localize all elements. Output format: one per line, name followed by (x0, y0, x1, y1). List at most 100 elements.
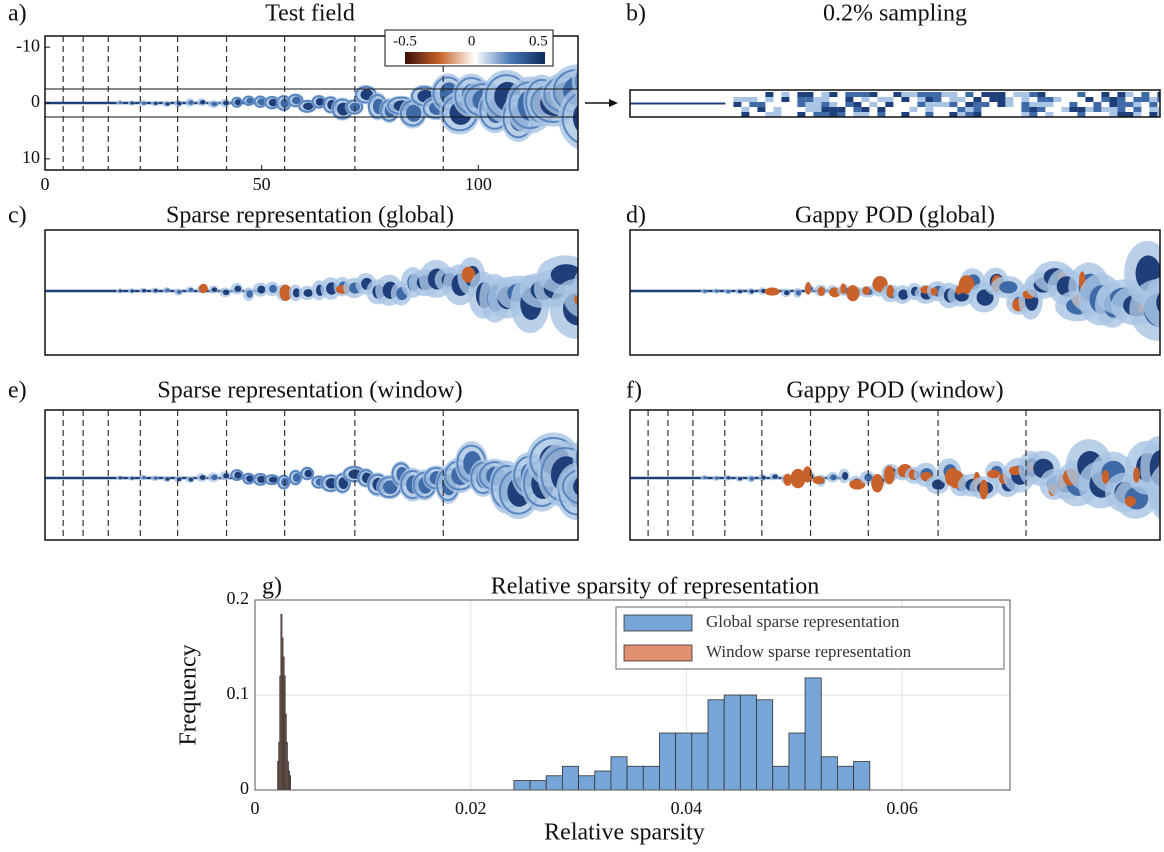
sample-cell (813, 112, 822, 117)
colorbar (405, 52, 545, 64)
sample-cell (901, 112, 910, 117)
vortex (165, 288, 170, 292)
sample-cell (973, 112, 982, 117)
vortex (738, 477, 743, 481)
sample-cell (1157, 112, 1160, 117)
sample-cell (1005, 102, 1014, 107)
panel-label: f) (626, 378, 642, 404)
sample-cell (917, 92, 926, 97)
sample-cell (1125, 92, 1134, 97)
sample-cell (845, 102, 854, 107)
sample-cell (1021, 97, 1030, 102)
sample-cell (741, 107, 750, 112)
sample-cell (813, 102, 822, 107)
histogram-bar (675, 732, 693, 791)
vortex (118, 476, 123, 480)
y-tick-label: 0.2 (227, 588, 250, 608)
y-tick-label: 0 (31, 91, 40, 111)
sample-cell (773, 107, 782, 112)
vortex (269, 284, 277, 293)
vortex (573, 477, 578, 496)
sample-cell (949, 97, 958, 102)
sample-cell (1037, 97, 1046, 102)
sample-cell (821, 102, 830, 107)
sample-cell (1101, 107, 1110, 112)
sample-cell (1021, 102, 1030, 107)
negative-patch (802, 466, 813, 483)
sample-cell (893, 92, 902, 97)
histogram-bar (610, 756, 628, 791)
histogram-bar (513, 780, 531, 791)
field (45, 63, 578, 150)
panel-frame (44, 409, 579, 541)
panel-frame (44, 229, 579, 356)
sample-cell (1157, 97, 1160, 102)
histogram-bar (756, 699, 774, 791)
sample-cell (1117, 92, 1126, 97)
sample-cell (925, 102, 934, 107)
sample-cell (821, 92, 830, 97)
legend-label: Global sparse representation (706, 612, 900, 631)
sample-cell (749, 97, 758, 102)
panel-title: Sparse representation (window) (157, 378, 462, 404)
sample-cell (797, 92, 806, 97)
sample-cell (1125, 102, 1134, 107)
vortex (188, 477, 194, 482)
panel-frame (629, 229, 1161, 356)
sample-cell (997, 92, 1006, 97)
sample-cell (885, 102, 894, 107)
vortex (257, 285, 266, 294)
vortex (864, 473, 873, 482)
sample-cell (813, 107, 822, 112)
sample-cell (821, 112, 830, 117)
panel-title: Gappy POD (window) (786, 378, 1003, 404)
sample-cell (957, 107, 966, 112)
sample-cell (1045, 112, 1054, 117)
sample-cell (949, 112, 958, 117)
sample-cell (877, 112, 886, 117)
negative-patch (883, 465, 895, 485)
sample-cell (1037, 92, 1046, 97)
sample-cell (1077, 112, 1086, 117)
field (45, 432, 578, 521)
negative-patch (886, 285, 894, 298)
vortex (222, 289, 230, 296)
vortex (292, 473, 301, 483)
panel-frame (629, 89, 1161, 118)
sample-cell (853, 102, 862, 107)
sample-cell (1029, 107, 1038, 112)
sample-cell (853, 112, 862, 117)
sample-cell (877, 107, 886, 112)
vortex (714, 476, 719, 480)
vortex (292, 96, 301, 105)
negative-patch (764, 287, 780, 296)
sample-cell (757, 107, 766, 112)
vortex (153, 101, 159, 105)
histogram-bar (545, 775, 563, 791)
sample-cell (885, 97, 894, 102)
histogram-bar (626, 765, 644, 791)
vortex (302, 102, 314, 110)
sample-cell (1133, 112, 1142, 117)
negative-patch (198, 283, 208, 294)
sample-cell (1045, 97, 1054, 102)
vortex (211, 101, 218, 107)
vortex (761, 475, 766, 480)
negative-patch (279, 284, 292, 301)
histogram-bar (529, 780, 547, 791)
negative-patch (840, 283, 847, 295)
histogram-bar (289, 775, 291, 791)
vortex (572, 104, 578, 132)
vortex (726, 476, 731, 480)
vortex (257, 475, 266, 484)
sample-cell (925, 92, 934, 97)
histogram-bar (578, 775, 596, 791)
vortex (703, 476, 708, 480)
swirl (288, 470, 303, 486)
sample-cell (1061, 107, 1070, 112)
negative-patch (783, 473, 792, 486)
vortex (130, 289, 135, 293)
sample-cell (1069, 102, 1078, 107)
colorbar-tick-label: 0 (468, 33, 476, 49)
